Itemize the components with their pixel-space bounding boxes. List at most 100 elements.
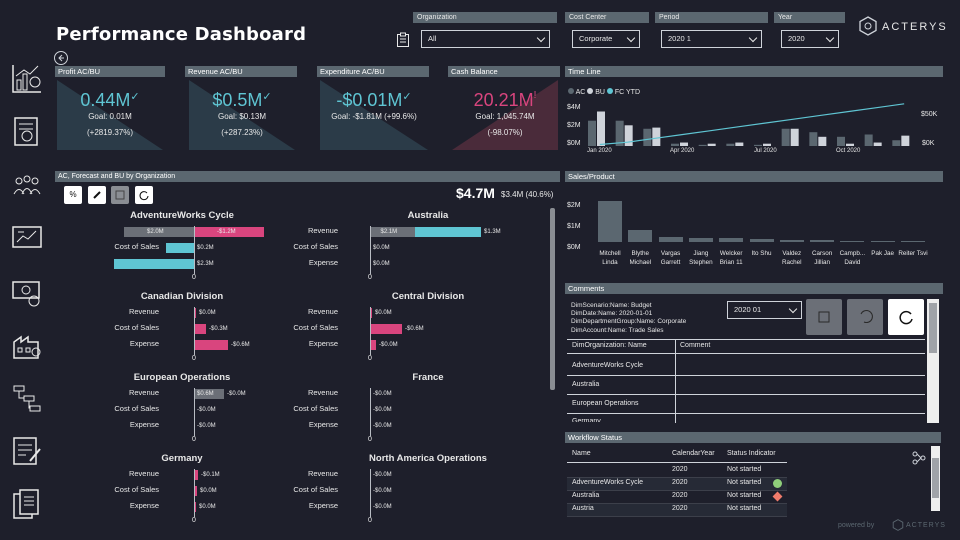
org-scrollbar[interactable] <box>550 208 555 390</box>
organization-select[interactable]: All <box>421 30 550 48</box>
org-bar[interactable] <box>370 227 415 237</box>
clipboard-icon[interactable] <box>396 32 410 48</box>
org-bar[interactable] <box>370 308 372 318</box>
timeline-bar-bu <box>790 128 799 146</box>
sales-bar[interactable] <box>901 241 925 242</box>
hierarchy-icon[interactable] <box>911 450 927 466</box>
hierarchy-icon[interactable] <box>10 382 44 416</box>
back-icon[interactable] <box>54 51 68 65</box>
org-bar[interactable] <box>114 259 194 269</box>
org-bar[interactable] <box>194 389 224 399</box>
org-row-label: Cost of Sales <box>293 323 338 332</box>
org-row-label: Expense <box>308 339 338 348</box>
presentation-chart-icon[interactable] <box>10 222 44 256</box>
sales-bar[interactable] <box>870 241 895 242</box>
org-bar[interactable] <box>370 324 402 334</box>
org-bar-value: -$1.2M <box>217 229 236 235</box>
sales-x-label: Reiter Tsvi <box>898 250 928 257</box>
org-row-label: Revenue <box>307 307 338 316</box>
sales-bar[interactable] <box>628 230 653 242</box>
year-select[interactable]: 2020 <box>781 30 839 48</box>
comment-row[interactable]: Australia <box>572 381 600 388</box>
period-select[interactable]: 2020 1 <box>661 30 762 48</box>
team-icon[interactable] <box>10 168 44 202</box>
timeline-bar-bu <box>735 142 744 146</box>
workflow-row-status: Not started <box>727 466 762 473</box>
org-bar-value: $0.0M <box>373 261 390 267</box>
org-row-label: Expense <box>129 339 159 348</box>
sales-bar[interactable] <box>658 237 683 242</box>
org-title: France <box>412 372 444 383</box>
document-money-icon[interactable] <box>10 114 44 148</box>
org-bar[interactable] <box>415 227 481 237</box>
workflow-col-year: CalendarYear <box>672 450 715 457</box>
workflow-row-name[interactable]: Australia <box>572 492 600 499</box>
org-bar-value: -$0.0M <box>197 407 216 413</box>
factory-icon[interactable] <box>10 328 44 362</box>
comment-row[interactable]: Germany <box>572 418 601 422</box>
workflow-row-name[interactable]: AdventureWorks Cycle <box>572 479 644 486</box>
kpi-header-profit: Profit AC/BU <box>55 66 165 77</box>
org-bar[interactable] <box>194 502 196 512</box>
filter-label-cost-center: Cost Center <box>565 12 649 23</box>
refresh-button[interactable] <box>135 186 153 204</box>
sales-bar[interactable] <box>598 201 622 242</box>
cash-icon[interactable] <box>10 276 44 310</box>
sales-bar[interactable] <box>749 239 774 242</box>
comment-row[interactable]: AdventureWorks Cycle <box>572 362 644 369</box>
comment-save-button[interactable] <box>806 299 842 335</box>
org-row-label: Cost of Sales <box>293 485 338 494</box>
org-bar[interactable] <box>166 243 194 253</box>
org-bar[interactable] <box>194 308 196 318</box>
sales-bar[interactable] <box>840 240 865 242</box>
edit-button[interactable] <box>88 186 106 204</box>
acterys-logo-icon <box>859 16 877 36</box>
scroll-thumb[interactable] <box>932 458 939 498</box>
comment-refresh-button[interactable] <box>888 299 924 335</box>
edit-document-icon[interactable] <box>10 434 44 468</box>
workflow-scrollbar[interactable] <box>931 446 940 511</box>
org-bar[interactable] <box>370 340 376 350</box>
kpi-card-revenue[interactable]: $0.5M✓ Goal: $0.13M (+287.23%) <box>189 80 295 150</box>
org-bar[interactable] <box>194 470 198 480</box>
sales-bar[interactable] <box>719 238 744 242</box>
org-bar[interactable] <box>194 486 197 496</box>
comments-scrollbar[interactable] <box>927 299 939 423</box>
comment-period-select[interactable]: 2020 01 <box>727 301 802 319</box>
scroll-thumb[interactable] <box>929 303 937 353</box>
org-bar[interactable] <box>194 340 228 350</box>
timeline-chart[interactable] <box>586 100 918 146</box>
timeline-legend: AC BU FC YTD <box>568 88 640 96</box>
timeline-bar-bu <box>818 136 827 146</box>
org-bar[interactable] <box>124 227 194 237</box>
cost-center-select[interactable]: Corporate <box>572 30 640 48</box>
kpi-card-profit[interactable]: 0.44M✓ Goal: 0.01M (+2819.37%) <box>57 80 163 150</box>
profit-chart-icon[interactable] <box>10 62 44 96</box>
org-title: North America Operations <box>369 453 487 464</box>
sales-bar[interactable] <box>688 238 713 242</box>
documents-icon[interactable] <box>10 488 44 522</box>
sales-bar[interactable] <box>810 240 835 242</box>
percent-button[interactable]: % <box>64 186 82 204</box>
org-bar-value: $0.0M <box>200 488 217 494</box>
timeline-bar-bu <box>597 111 605 146</box>
kpi-card-cash[interactable]: 20.21M! Goal: 1,045.74M (-98.07%) <box>452 80 558 150</box>
save-icon <box>818 311 830 323</box>
kpi-value-text: $0.5M <box>212 90 263 110</box>
kpi-card-expenditure[interactable]: -$0.01M✓ Goal: -$1.81M (+99.6%) <box>320 80 428 150</box>
org-bar[interactable] <box>194 227 264 237</box>
timeline-x-label: Oct 2020 <box>836 148 861 154</box>
status-green-icon <box>773 479 782 488</box>
save-button[interactable] <box>111 186 129 204</box>
kpi-value: 0.44M✓ <box>57 90 163 111</box>
kpi-pct: (+287.23%) <box>221 128 263 137</box>
comment-undo-button[interactable] <box>847 299 883 335</box>
powered-by-brand: ACTERYS <box>906 522 946 529</box>
org-bar[interactable] <box>194 324 206 334</box>
chevron-down-icon <box>536 33 546 43</box>
kpi-header-revenue: Revenue AC/BU <box>185 66 297 77</box>
comment-row[interactable]: European Operations <box>572 400 639 407</box>
filter-label-organization: Organization <box>413 12 557 23</box>
sales-bar[interactable] <box>779 240 804 242</box>
workflow-row-name[interactable]: Austria <box>572 505 594 512</box>
